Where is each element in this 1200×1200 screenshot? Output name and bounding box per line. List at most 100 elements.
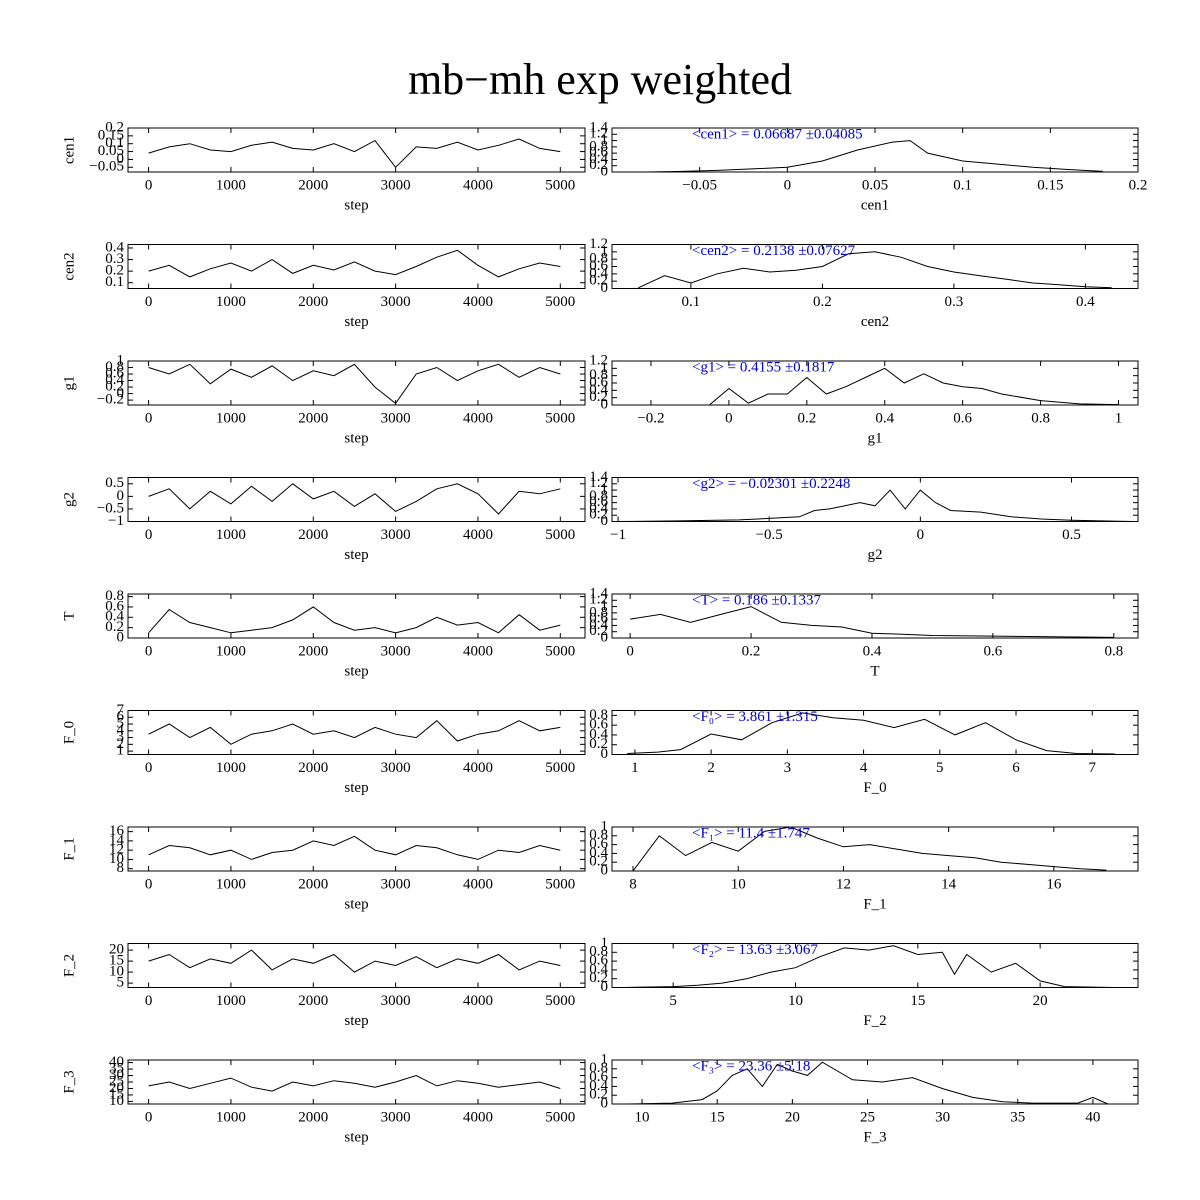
plot-frame xyxy=(127,943,586,988)
data-line xyxy=(148,606,561,634)
y-tick-label: 0.4 xyxy=(589,382,608,398)
y-axis-label: F_0 xyxy=(61,721,77,744)
y-tick-label: 0.2 xyxy=(589,1087,608,1103)
y-tick-label: 0.8 xyxy=(589,251,608,267)
x-tick-label: 0.15 xyxy=(1037,177,1063,193)
x-axis-label: step xyxy=(344,314,368,330)
y-tick-label: 1.2 xyxy=(589,126,608,142)
x-tick-label: 0.3 xyxy=(945,294,964,310)
x-tick-label: 0.8 xyxy=(1031,410,1050,426)
x-tick-label: 4000 xyxy=(463,1109,493,1125)
y-tick-label: 1.2 xyxy=(589,352,608,368)
y-tick-label: 1 xyxy=(601,482,609,498)
data-line xyxy=(647,140,1103,173)
x-tick-label: 3 xyxy=(784,760,792,776)
y-tick-label: 0 xyxy=(601,746,609,762)
x-tick-label: 6 xyxy=(1012,760,1020,776)
x-axis-label: g2 xyxy=(868,547,883,563)
plot-frame xyxy=(611,244,1139,289)
y-tick-label: 1.4 xyxy=(589,585,608,601)
y-tick-label: 0.8 xyxy=(589,604,608,620)
x-tick-label: 1000 xyxy=(216,527,246,543)
x-tick-label: 0.2 xyxy=(797,410,816,426)
annotation: <T> = 0.186 ±0.1337 xyxy=(692,592,822,608)
x-tick-label: 8 xyxy=(629,876,637,892)
y-tick-label: 1 xyxy=(117,743,125,759)
plot-frame xyxy=(127,593,586,639)
x-tick-label: 3000 xyxy=(381,294,411,310)
y-tick-label: 0.4 xyxy=(589,500,608,516)
x-tick-label: 1 xyxy=(1115,410,1123,426)
x-tick-label: 3000 xyxy=(381,410,411,426)
y-tick-label: 0.4 xyxy=(105,372,124,388)
x-tick-label: 0.5 xyxy=(1062,527,1081,543)
y-tick-label: 14 xyxy=(109,832,125,848)
data-line xyxy=(624,945,1114,988)
annotation: <F₀> = 3.861 ±1.315 xyxy=(692,709,818,725)
y-tick-label: 16 xyxy=(109,823,125,839)
x-tick-label: 4000 xyxy=(463,294,493,310)
x-tick-label: 3000 xyxy=(381,1109,411,1125)
x-tick-label: 0.4 xyxy=(1076,294,1095,310)
y-tick-label: 30 xyxy=(109,1067,124,1083)
y-tick-label: 25 xyxy=(109,1073,124,1089)
data-line xyxy=(638,251,1112,289)
x-tick-label: 0 xyxy=(145,410,153,426)
data-line xyxy=(617,489,1133,522)
y-tick-label: 1 xyxy=(117,352,125,368)
x-tick-label: 12 xyxy=(836,876,851,892)
y-tick-label: 3 xyxy=(117,729,125,745)
y-tick-label: 1 xyxy=(601,598,609,614)
y-tick-label: 0.4 xyxy=(105,609,124,625)
x-tick-label: 10 xyxy=(635,1109,650,1125)
x-tick-label: 1000 xyxy=(216,177,246,193)
y-tick-label: 4 xyxy=(117,722,125,738)
annotation: <g1> = 0.4155 ±0.1817 xyxy=(692,359,835,375)
x-tick-label: 5000 xyxy=(545,760,575,776)
plot-frame xyxy=(127,710,586,755)
x-axis-label: F_1 xyxy=(863,896,886,912)
y-tick-label: 10 xyxy=(109,1093,124,1109)
x-tick-label: 2000 xyxy=(298,294,328,310)
y-tick-label: 0.15 xyxy=(98,127,124,143)
x-axis-label: step xyxy=(344,896,368,912)
y-tick-label: 0.4 xyxy=(589,151,608,167)
x-tick-label: 0 xyxy=(145,643,153,659)
x-tick-label: 3000 xyxy=(381,177,411,193)
x-tick-label: 0 xyxy=(145,177,153,193)
x-tick-label: 4000 xyxy=(463,410,493,426)
x-tick-label: 0.6 xyxy=(984,643,1003,659)
y-tick-label: 0.8 xyxy=(589,944,608,960)
x-axis-label: step xyxy=(344,547,368,563)
plot-frame xyxy=(127,1059,586,1105)
y-tick-label: 8 xyxy=(117,860,125,876)
x-tick-label: 3000 xyxy=(381,760,411,776)
x-tick-label: 0.4 xyxy=(863,643,882,659)
x-tick-label: 0.2 xyxy=(742,643,761,659)
x-tick-label: 2000 xyxy=(298,527,328,543)
x-tick-label: 4000 xyxy=(463,527,493,543)
data-line xyxy=(148,363,561,405)
x-tick-label: 0 xyxy=(145,876,153,892)
y-tick-label: 0 xyxy=(601,396,609,412)
x-tick-label: 5000 xyxy=(545,294,575,310)
y-tick-label: 0.2 xyxy=(105,119,124,135)
y-axis-label: g1 xyxy=(61,376,77,391)
x-axis-label: cen2 xyxy=(861,314,889,330)
data-line xyxy=(627,712,1116,755)
x-axis-label: T xyxy=(870,663,879,679)
y-tick-label: 0.2 xyxy=(589,854,608,870)
x-axis-label: step xyxy=(344,780,368,796)
y-tick-label: 0.2 xyxy=(589,157,608,173)
x-tick-label: −0.05 xyxy=(682,177,717,193)
x-axis-label: step xyxy=(344,1013,368,1029)
y-axis-label: g2 xyxy=(61,492,77,507)
data-line xyxy=(148,483,561,515)
y-tick-label: 0.6 xyxy=(589,1069,608,1085)
x-tick-label: 0 xyxy=(626,643,634,659)
x-tick-label: 0.2 xyxy=(813,294,832,310)
x-axis-label: F_3 xyxy=(863,1129,886,1145)
x-tick-label: −1 xyxy=(610,527,626,543)
x-tick-label: 0 xyxy=(145,993,153,1009)
